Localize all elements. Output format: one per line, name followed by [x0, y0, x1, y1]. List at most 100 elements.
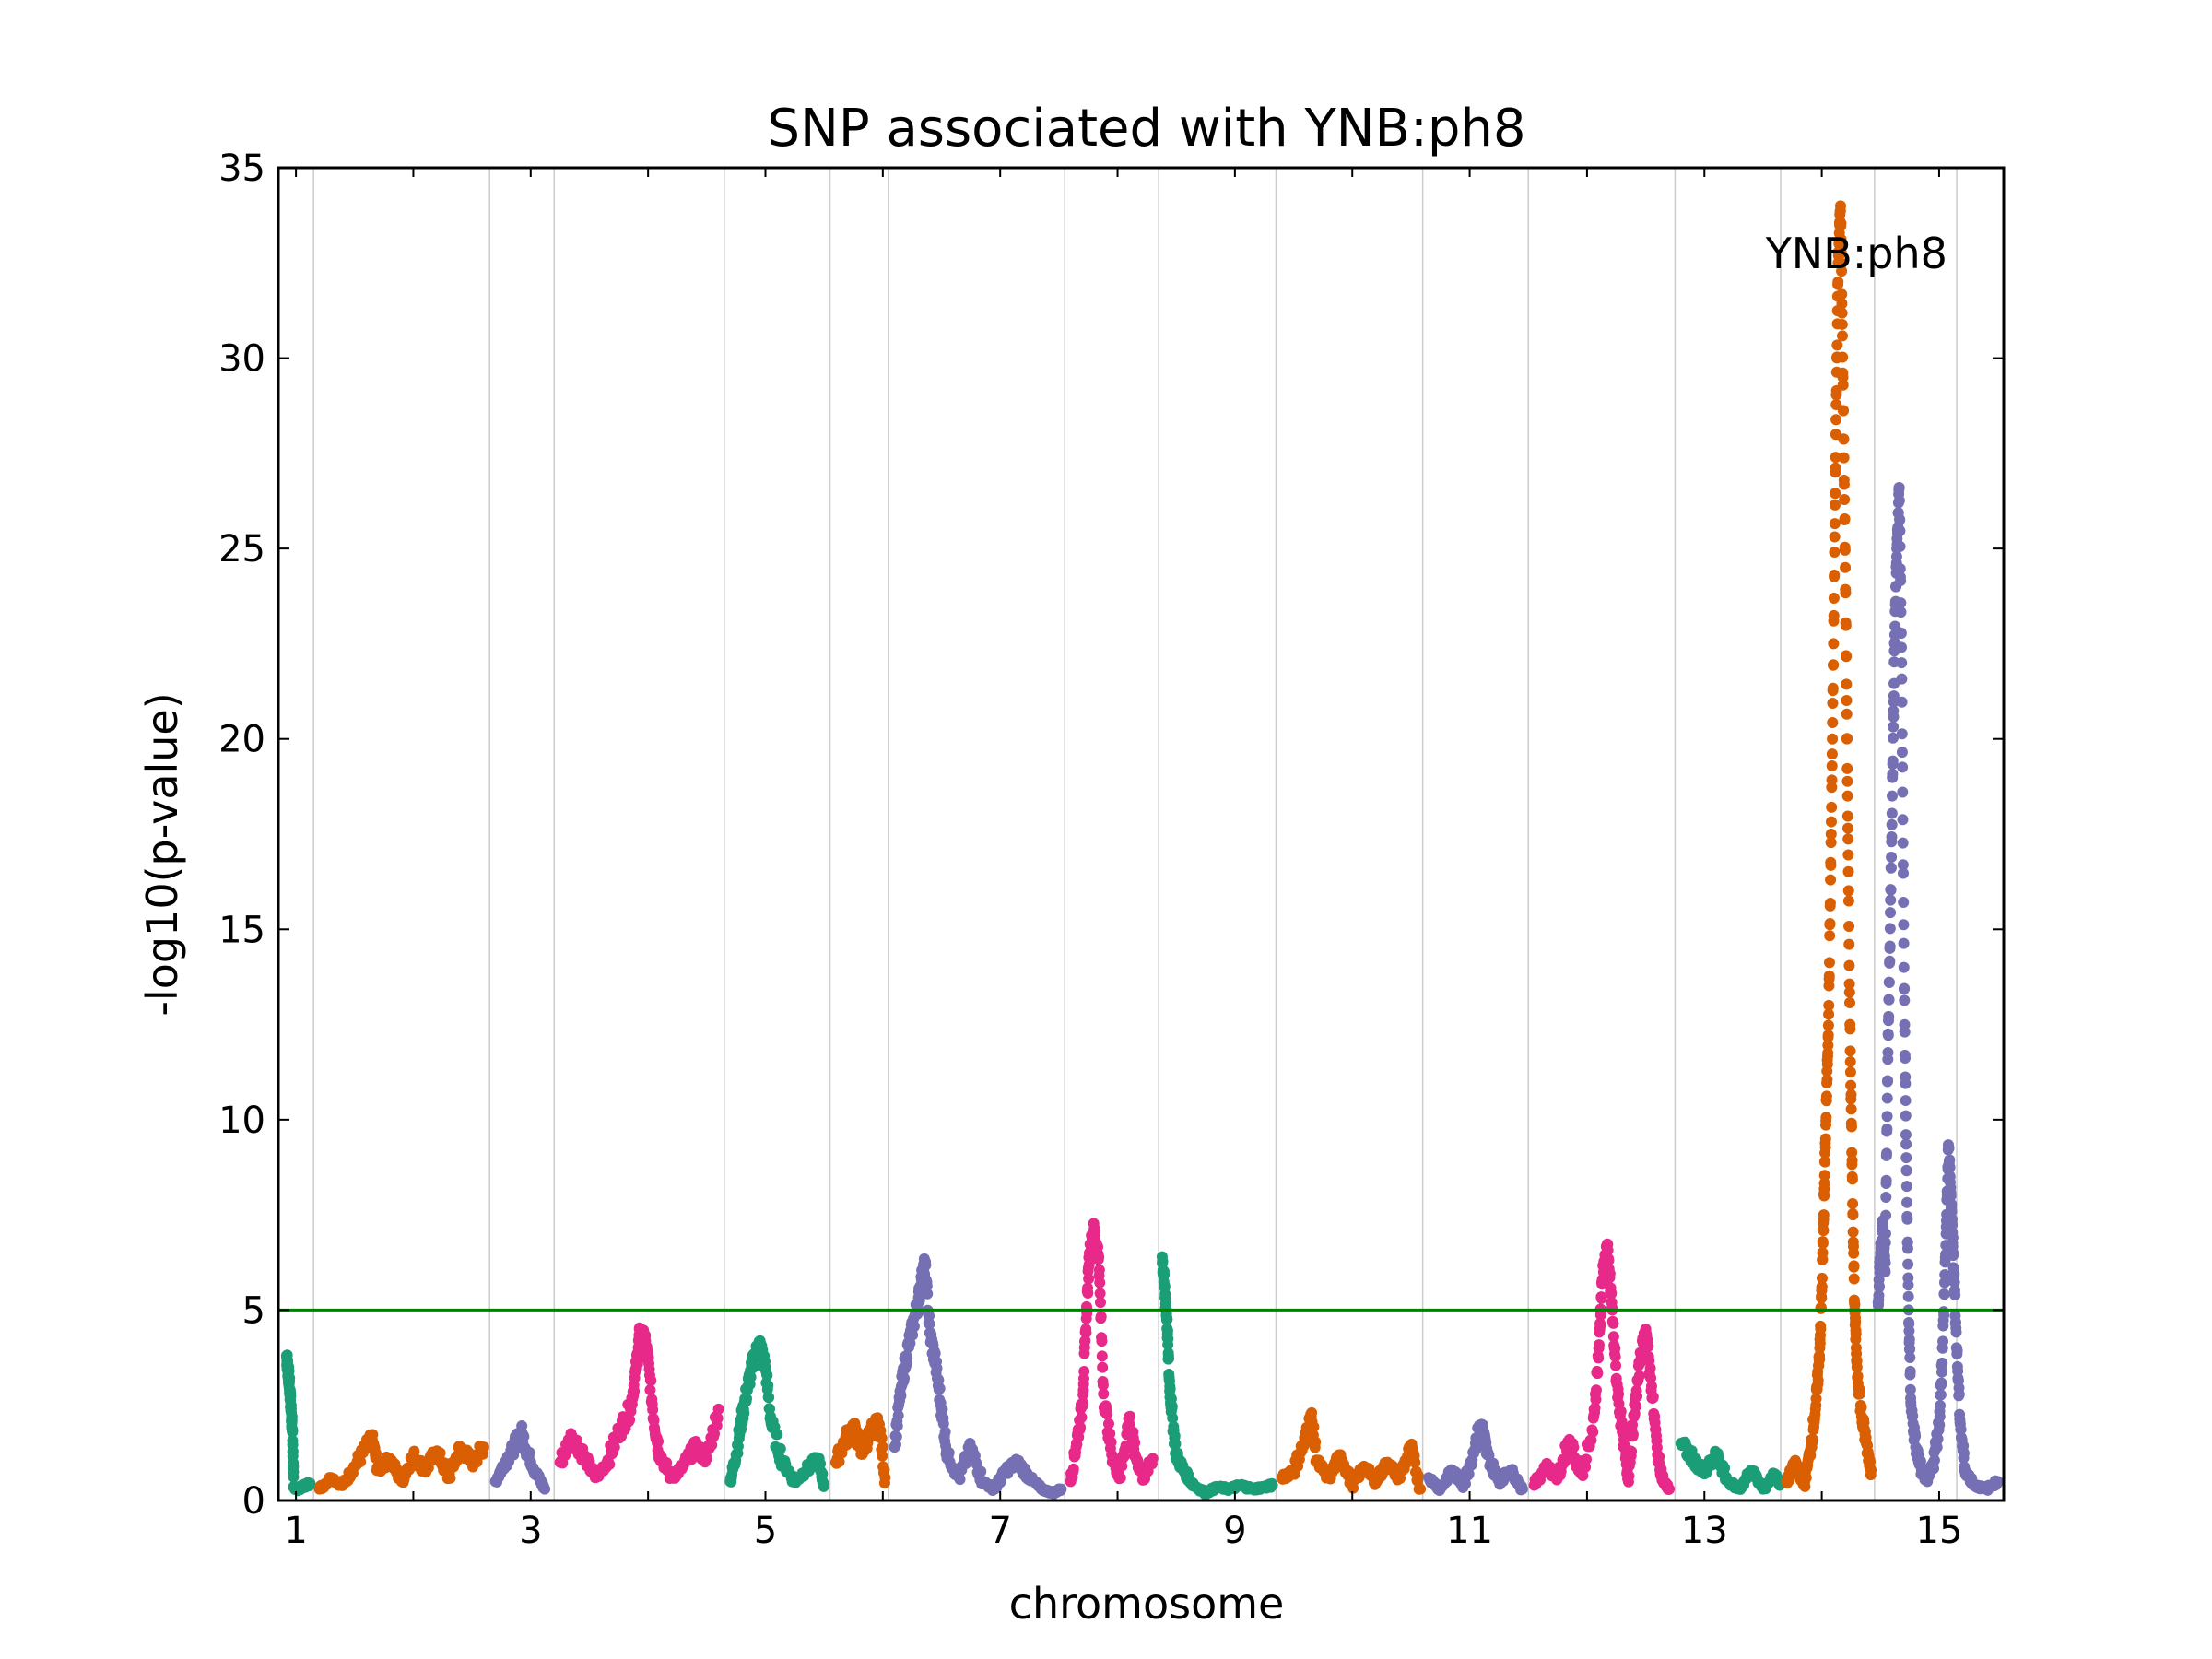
snp-point	[879, 1472, 891, 1484]
snp-point	[929, 1347, 941, 1359]
snp-point	[1899, 1026, 1911, 1038]
chromosome-14-series	[1781, 200, 1877, 1492]
x-tick-label: 9	[1223, 1510, 1246, 1552]
snp-point	[1626, 1445, 1638, 1457]
snp-point	[1880, 1209, 1892, 1221]
snp-point	[1593, 1339, 1605, 1351]
snp-point	[1846, 1147, 1858, 1159]
snp-point	[1841, 790, 1853, 802]
snp-point	[1900, 1138, 1912, 1150]
snp-point	[1080, 1326, 1092, 1338]
snp-point	[877, 1441, 888, 1453]
snp-point	[1948, 1268, 1960, 1280]
snp-point	[1164, 1382, 1176, 1394]
snp-point	[1886, 831, 1898, 843]
snp-point	[1841, 822, 1853, 834]
snp-point	[712, 1403, 724, 1415]
snp-point	[1885, 862, 1897, 874]
snp-point	[1827, 697, 1839, 709]
snp-point	[1931, 1441, 1943, 1453]
snp-point	[1823, 999, 1835, 1011]
x-tick-label: 7	[988, 1510, 1011, 1552]
snp-point	[1902, 1258, 1914, 1270]
snp-point	[604, 1458, 616, 1470]
snp-point	[1841, 775, 1853, 787]
snp-point	[1823, 970, 1835, 982]
snp-point	[1825, 829, 1837, 840]
plot-frame	[276, 166, 2006, 1502]
x-tick-label: 1	[284, 1510, 307, 1552]
snp-point	[1829, 570, 1841, 582]
snp-point	[892, 1409, 904, 1421]
snp-point	[1839, 544, 1851, 556]
snp-point	[1816, 1281, 1828, 1293]
snp-point	[1949, 1289, 1961, 1301]
snp-point	[1873, 1289, 1885, 1301]
snp-point	[1883, 976, 1895, 988]
snp-point	[1879, 1228, 1891, 1240]
snp-point	[1083, 1273, 1095, 1285]
snp-point	[1834, 200, 1846, 212]
snp-point	[1844, 1066, 1856, 1078]
snp-point	[1888, 721, 1900, 733]
snp-point	[1944, 1161, 1956, 1173]
snp-point	[1841, 810, 1853, 822]
snp-point	[1896, 657, 1908, 669]
chromosome-13-series	[1675, 1436, 1785, 1495]
snp-point	[1947, 1231, 1959, 1243]
snp-point	[1664, 1483, 1676, 1495]
chromosome-1-series	[280, 1349, 316, 1497]
snp-point	[1826, 760, 1838, 772]
snp-point	[1828, 638, 1840, 650]
snp-point	[1896, 696, 1908, 708]
snp-point	[1627, 1429, 1639, 1441]
snp-point	[1347, 1482, 1359, 1494]
snp-point	[1096, 1335, 1108, 1347]
snp-point	[1829, 518, 1841, 530]
snp-point	[1903, 1324, 1915, 1336]
snp-point	[1516, 1483, 1528, 1495]
snp-point	[889, 1439, 901, 1451]
snp-point	[1848, 1273, 1860, 1285]
snp-point	[1644, 1362, 1656, 1374]
snp-point	[924, 1310, 935, 1322]
snp-point	[1306, 1406, 1318, 1418]
snp-point	[1630, 1400, 1642, 1412]
snp-point	[1827, 716, 1839, 728]
snp-point	[1893, 495, 1905, 507]
snp-point	[518, 1430, 530, 1442]
snp-point	[1824, 930, 1836, 942]
snp-point	[1642, 1340, 1654, 1352]
snp-point	[288, 1471, 300, 1483]
snp-point	[1837, 371, 1849, 383]
snp-point	[1826, 748, 1838, 760]
y-axis-label: -log10(p-value)	[137, 692, 187, 1016]
snp-point	[304, 1477, 316, 1489]
snp-point	[1848, 1260, 1860, 1272]
snp-point	[1885, 907, 1897, 919]
snp-point	[1806, 1433, 1818, 1445]
snp-point	[1900, 1181, 1912, 1193]
snp-point	[1900, 1095, 1912, 1107]
snp-point	[1934, 1419, 1946, 1431]
snp-point	[1898, 897, 1910, 909]
snp-point	[1101, 1408, 1113, 1420]
snp-point	[1900, 1077, 1912, 1089]
snp-point	[1881, 1123, 1893, 1135]
snp-point	[1947, 1218, 1959, 1230]
snp-point	[1105, 1436, 1117, 1448]
snp-point	[1948, 1277, 1960, 1288]
snp-point	[1848, 1247, 1860, 1259]
y-axis-ticks: 0 5 10 15 20 25 30 35	[218, 147, 2004, 1523]
snp-point	[1935, 1389, 1947, 1401]
snp-point	[1595, 1306, 1607, 1318]
snp-point	[1819, 1156, 1831, 1168]
snp-point	[1841, 762, 1853, 774]
snp-point	[1822, 1040, 1834, 1052]
snp-point	[287, 1424, 299, 1436]
snp-point	[1838, 433, 1850, 445]
snp-point	[1840, 587, 1852, 599]
snp-point	[1900, 1165, 1912, 1177]
snp-point	[1609, 1342, 1621, 1354]
snp-point	[1882, 1075, 1894, 1087]
